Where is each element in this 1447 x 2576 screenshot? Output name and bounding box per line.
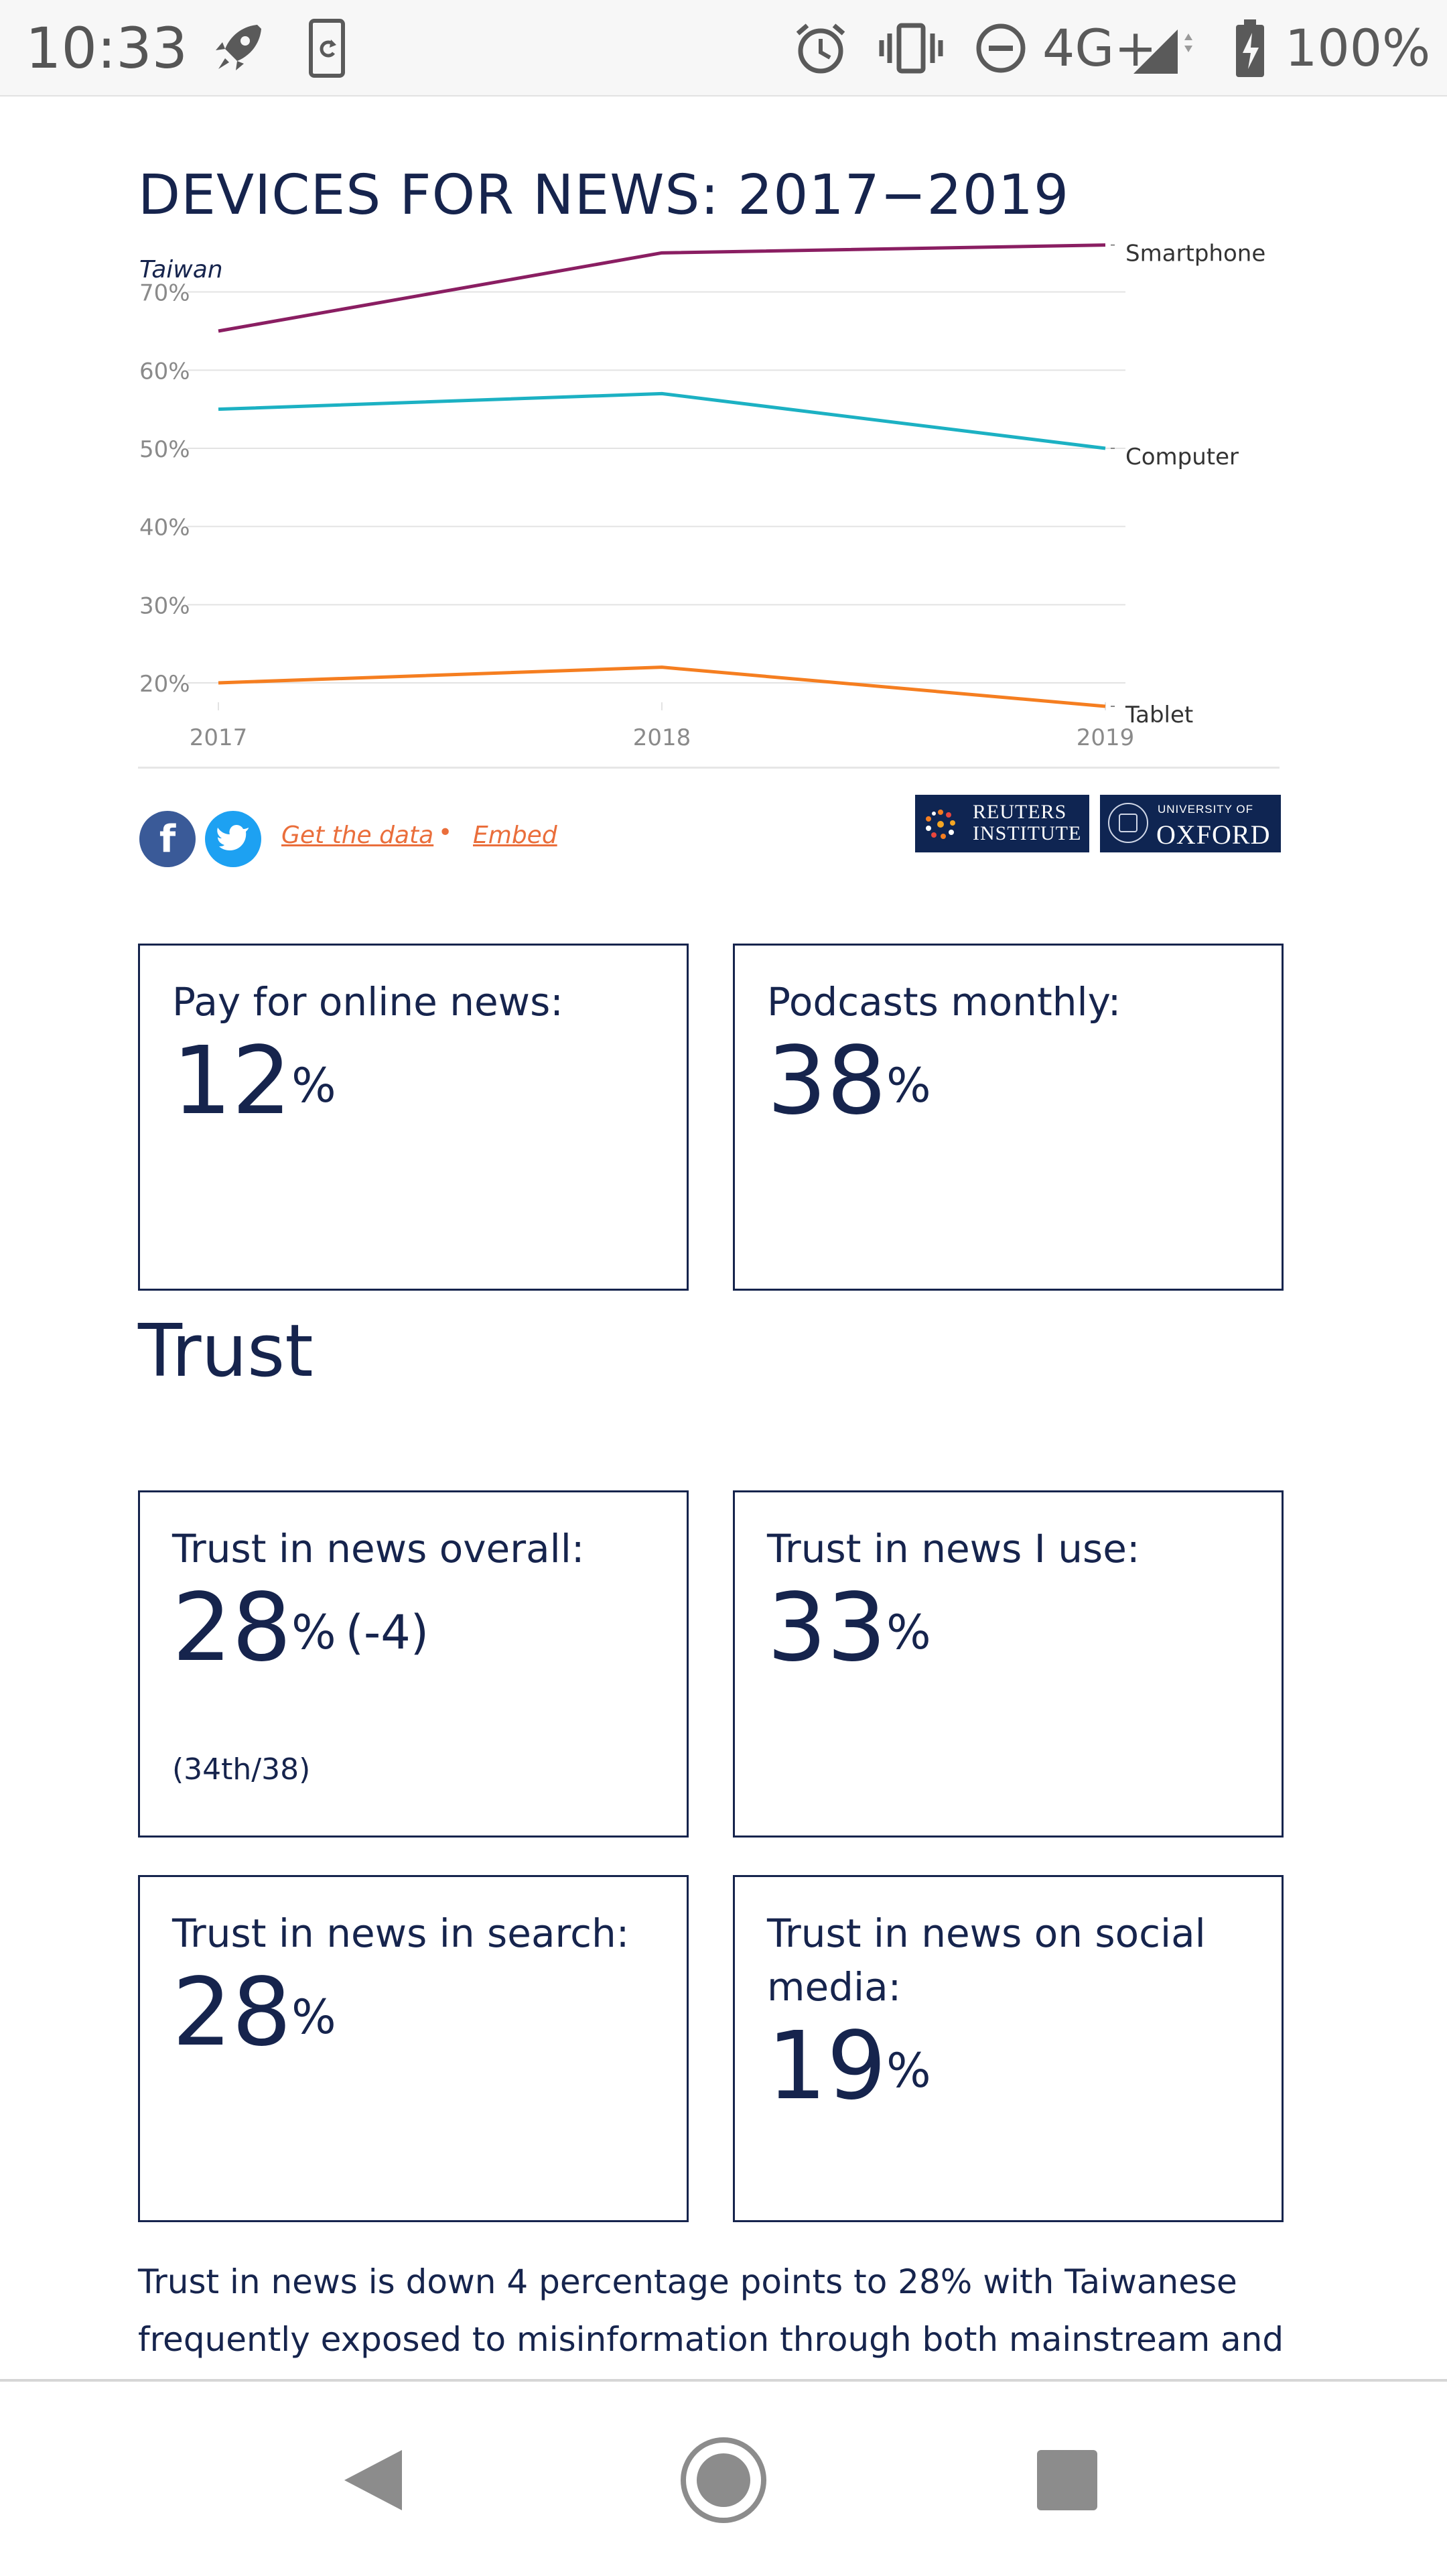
article-paragraph: Trust in news is down 4 percentage point… [138,2262,1284,2359]
devices-line-chart: 20% 30% 40% 50% 60% 70% 2017 2018 2019 Smartphone… [139,241,1265,751]
value-change: (-4) [345,1605,429,1660]
series-label-smartphone: Smartphone [1125,241,1265,267]
value-number: 28 [172,1573,292,1683]
value-unit: % [291,1990,336,2045]
home-icon [681,2437,766,2523]
sync-icon [307,16,347,80]
stat-card-pay-online-news: Pay for online news: 12% [138,944,689,1291]
navigation-bar [0,2379,1447,2576]
chart-title: DEVICES FOR NEWS: 2017−2019 [138,164,1070,227]
battery-level: 100% [1285,18,1431,78]
recents-button[interactable] [1034,2430,1101,2530]
y-tick-label: 20% [139,671,190,698]
stat-card-trust-news-i-use: Trust in news I use: 33% [733,1490,1284,1838]
card-label: Trust in news in search: [172,1911,630,1956]
back-button[interactable] [335,2430,415,2530]
rocket-icon [209,16,269,80]
chart-subtitle: Taiwan [139,256,223,283]
article-content: DEVICES FOR NEWS: 2017−2019 Taiwan 20% 30… [0,96,1447,2379]
signal-icon [1129,16,1196,80]
y-tick-label: 40% [139,515,190,541]
stat-card-podcasts-monthly: Podcasts monthly: 38% [733,944,1284,1291]
y-tick-label: 60% [139,358,190,385]
value-unit: % [291,1605,336,1660]
twitter-share-button[interactable] [205,811,261,867]
card-label: Trust in news on social media: [767,1911,1206,2010]
reuters-dots-icon [926,810,955,839]
stat-card-trust-search: Trust in news in search: 28% [138,1875,689,2222]
card-value: 12% [172,1031,336,1132]
get-data-link[interactable]: Get the data [281,822,434,849]
status-time: 10:33 [25,15,188,81]
twitter-icon [216,818,250,861]
card-label: Trust in news I use: [767,1526,1140,1571]
oxford-logo-line2: OXFORD [1156,820,1271,850]
value-number: 28 [172,1958,292,2067]
card-label: Trust in news overall: [172,1526,585,1571]
reuters-institute-logo[interactable]: REUTERS INSTITUTE [915,795,1089,852]
card-value: 19% [767,2016,931,2117]
chart-divider [138,767,1280,769]
series-label-computer: Computer [1125,444,1239,470]
vibrate-icon [876,16,946,80]
value-unit: % [291,1058,336,1113]
card-value: 28% (-4) [172,1578,429,1679]
link-separator: • [438,819,453,846]
value-number: 38 [767,1027,887,1136]
facebook-share-button[interactable]: f [139,811,196,867]
network-type: 4G+ [1042,18,1157,78]
series-line-tablet [218,665,1106,708]
card-value: 38% [767,1031,931,1132]
x-tick-label: 2019 [1077,724,1135,751]
value-number: 33 [767,1573,887,1683]
value-number: 19 [767,2012,887,2121]
value-unit: % [886,1605,931,1660]
series-label-tablet: Tablet [1125,702,1193,728]
recents-icon [1037,2450,1097,2510]
card-label: Pay for online news: [172,979,563,1025]
status-bar: 10:33 4G+ [0,0,1447,96]
reuters-logo-line1: REUTERS [973,801,1067,823]
x-tick-label: 2018 [633,724,691,751]
section-heading-trust: Trust [138,1309,314,1393]
series-line-smartphone [218,243,1106,333]
y-tick-label: 50% [139,436,190,463]
oxford-crest-icon [1108,803,1148,843]
oxford-logo-line1: UNIVERSITY OF [1158,803,1254,816]
oxford-university-logo[interactable]: UNIVERSITY OF OXFORD [1100,795,1281,852]
alarm-icon [790,16,851,80]
value-unit: % [886,2043,931,2098]
stat-card-trust-overall: Trust in news overall: 28% (-4) (34th/38) [138,1490,689,1838]
x-tick-label: 2017 [190,724,248,751]
reuters-logo-line2: INSTITUTE [973,822,1082,844]
y-tick-label: 30% [139,592,190,619]
y-tick-label: 70% [139,280,190,307]
series-line-computer [218,391,1106,450]
back-icon [344,2450,402,2510]
country-rank: (34th/38) [172,1752,311,1787]
stat-card-trust-social-media: Trust in news on social media: 19% [733,1875,1284,2222]
value-unit: % [886,1058,931,1113]
facebook-icon: f [159,817,176,861]
card-value: 28% [172,1963,336,2063]
do-not-disturb-icon [973,16,1029,80]
battery-charging-icon [1231,16,1269,80]
home-button[interactable] [677,2430,770,2530]
card-value: 33% [767,1578,931,1679]
value-number: 12 [172,1027,292,1136]
embed-link[interactable]: Embed [473,822,557,849]
card-label: Podcasts monthly: [767,979,1121,1025]
